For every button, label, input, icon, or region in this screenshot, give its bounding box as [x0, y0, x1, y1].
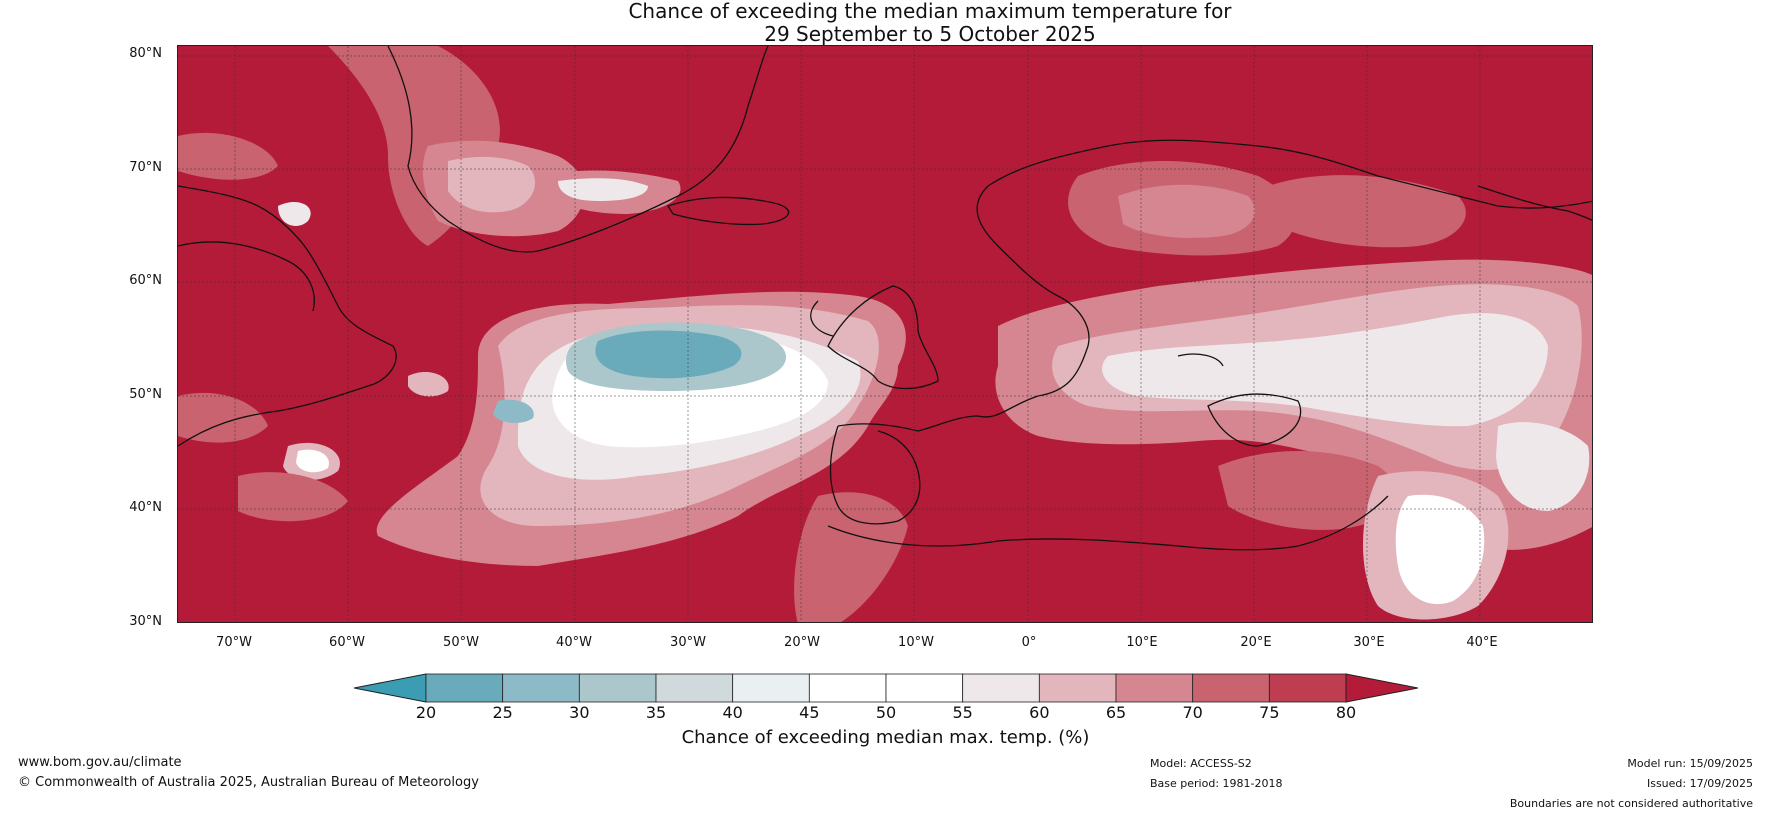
europe-anomaly	[794, 161, 1592, 622]
coastlines	[178, 46, 1592, 551]
colorbar-tick-label: 35	[645, 703, 667, 722]
colorbar-extend-high	[1345, 673, 1418, 703]
colorbar-tick-label: 40	[722, 703, 743, 722]
base-period-text: Base period: 1981-2018	[1150, 777, 1283, 790]
model-text: Model: ACCESS-S2	[1150, 757, 1252, 770]
colorbar-bin	[808, 673, 887, 703]
colorbar-extend-low	[354, 673, 427, 703]
lon-label-30w: 30°W	[670, 635, 706, 650]
colorbar-tick-label: 55	[952, 703, 973, 722]
colorbar-label: Chance of exceeding median max. temp. (%…	[681, 727, 1090, 748]
lat-label-70n: 70°N	[129, 160, 162, 175]
lat-label-80n: 80°N	[129, 46, 162, 61]
colorbar-bin	[502, 673, 580, 703]
map-title: Chance of exceeding the median maximum t…	[0, 0, 1770, 46]
lon-label-30e: 30°E	[1353, 635, 1385, 650]
lat-label-50n: 50°N	[129, 387, 162, 402]
lat-label-30n: 30°N	[129, 614, 162, 629]
model-run-text: Model run: 15/09/2025	[1627, 757, 1753, 770]
colorbar-tick-label: 65	[1105, 703, 1127, 722]
colorbar-tick-label: 60	[1029, 703, 1050, 722]
colorbar-bin	[962, 673, 1040, 703]
probability-map	[178, 46, 1592, 622]
colorbar-bin	[1038, 673, 1117, 703]
title-line-1: Chance of exceeding the median maximum t…	[628, 0, 1232, 23]
lon-label-10e: 10°E	[1126, 635, 1158, 650]
lon-label-40e: 40°E	[1466, 635, 1498, 650]
colorbar-bin	[1192, 673, 1270, 703]
colorbar-tick-label: 70	[1182, 703, 1203, 722]
colorbar-tick-label: 75	[1259, 703, 1280, 722]
lon-label-50w: 50°W	[443, 635, 479, 650]
atlantic-cool-anomaly	[178, 132, 906, 566]
lon-label-70w: 70°W	[216, 635, 252, 650]
colorbar-tick-label: 25	[492, 703, 513, 722]
lon-label-20w: 20°W	[784, 635, 820, 650]
colorbar-bin	[425, 673, 504, 703]
lon-label-60w: 60°W	[329, 635, 365, 650]
colorbar-bin	[732, 673, 810, 703]
colorbar-tick-label: 80	[1335, 703, 1357, 722]
colorbar-bin	[655, 673, 734, 703]
colorbar-bin	[1115, 673, 1194, 703]
lon-label-10w: 10°W	[898, 635, 934, 650]
colorbar-tick-label: 45	[799, 703, 820, 722]
colorbar-bin	[578, 673, 657, 703]
colorbar-tick-label: 50	[875, 703, 897, 722]
colorbar	[354, 673, 1418, 703]
colorbar-bin	[885, 673, 964, 703]
copyright-text: © Commonwealth of Australia 2025, Austra…	[18, 775, 479, 790]
disclaimer-text: Boundaries are not considered authoritat…	[1509, 797, 1753, 810]
colorbar-tick-label: 20	[415, 703, 437, 722]
greenland-anomaly	[278, 46, 681, 246]
website-text: www.bom.gov.au/climate	[18, 755, 182, 770]
colorbar-tick-label: 30	[569, 703, 590, 722]
lat-label-60n: 60°N	[129, 273, 162, 288]
graticule	[178, 46, 1592, 622]
lon-label-0: 0°	[1021, 635, 1037, 650]
colorbar-bin	[1268, 673, 1347, 703]
map-panel	[177, 45, 1593, 623]
lon-label-20e: 20°E	[1240, 635, 1272, 650]
issued-text: Issued: 17/09/2025	[1646, 777, 1753, 790]
lat-label-40n: 40°N	[129, 500, 162, 515]
lon-label-40w: 40°W	[556, 635, 592, 650]
title-line-2: 29 September to 5 October 2025	[764, 22, 1096, 46]
